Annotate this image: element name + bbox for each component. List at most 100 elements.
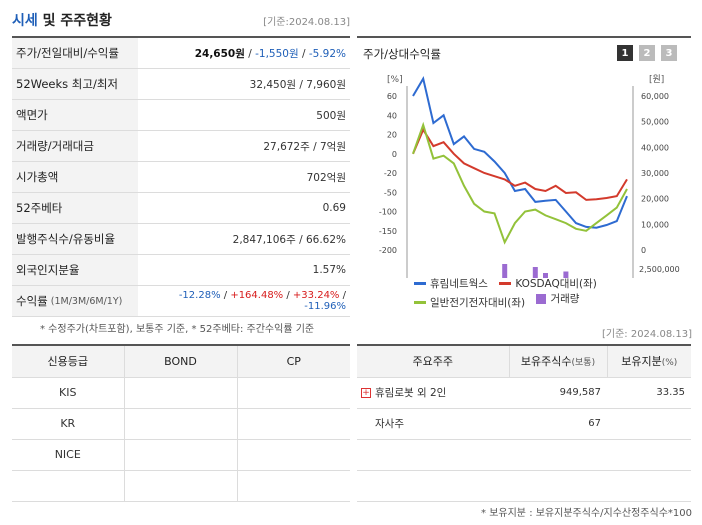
- agency-cell: NICE: [12, 439, 124, 471]
- info-label: 시가총액: [12, 162, 138, 192]
- legend-item[interactable]: 일반전기전자대비(좌): [414, 295, 525, 310]
- legend-swatch: [536, 293, 547, 304]
- legend-swatch: [414, 282, 426, 285]
- holder-name-cell: 자사주: [357, 408, 509, 440]
- col-bond: BOND: [123, 346, 237, 378]
- col-shares-unit: (보통): [571, 358, 596, 369]
- chart-legend: 휴림네트웍스 KOSDAQ대비(좌) 일반전기전자대비(좌) 거래량: [414, 276, 664, 310]
- col-rating: 신용등급: [12, 346, 124, 378]
- left-tick-label: -20: [384, 169, 397, 178]
- right-tick-label: 50,000: [641, 118, 669, 127]
- returns-periods: (1M/3M/6M/1Y): [50, 295, 123, 307]
- agency-cell: KIS: [12, 377, 124, 409]
- left-tick-label: -150: [379, 227, 397, 236]
- info-value: 2,847,106주 / 66.62%: [232, 233, 346, 246]
- legend-item[interactable]: 휴림네트웍스: [414, 276, 488, 291]
- right-tick-label: 30,000: [641, 169, 669, 178]
- price-value: 24,650원: [194, 47, 245, 60]
- info-value: 24,650원 / -1,550원 / -5.92%: [194, 47, 346, 60]
- left-tick-label: -200: [379, 246, 397, 255]
- base-date: [기준:2024.08.13]: [263, 17, 350, 28]
- volume-bar: [502, 264, 508, 278]
- table-row: [12, 470, 350, 502]
- table-row: KIS: [12, 377, 350, 409]
- bond-cell: [123, 470, 237, 502]
- agency-cell: [12, 470, 124, 502]
- left-tick-label: 0: [392, 150, 397, 159]
- holders-footnote: * 보유지분 : 보유지분주식수/지수산정주식수*100: [481, 508, 692, 519]
- info-value: 500원: [316, 109, 346, 122]
- chart-page-3-button[interactable]: 3: [661, 45, 677, 61]
- shares-cell: 67: [509, 408, 607, 440]
- cp-cell: [236, 377, 350, 409]
- table-row: 자사주 67: [357, 408, 691, 440]
- credit-rating-table: 신용등급 BOND CP KIS KR NICE: [12, 344, 350, 502]
- right-tick-label: 40,000: [641, 143, 669, 152]
- return-1y: -11.96%: [304, 301, 346, 312]
- table-row: [357, 439, 691, 471]
- info-value: 27,672주 / 7억원: [263, 140, 346, 153]
- legend-item[interactable]: 거래량: [536, 291, 579, 306]
- info-label: 주가/전일대비/수익률: [12, 38, 138, 68]
- legend-swatch: [499, 282, 512, 285]
- info-label: 외국인지분율: [12, 255, 138, 285]
- col-holder: 주요주주: [357, 346, 509, 378]
- legend-label: 휴림네트웍스: [430, 278, 488, 290]
- major-shareholders-table: 주요주주 보유주식수(보통) 보유지분(%) + 휴림로봇 외 2인 949,58…: [357, 344, 691, 502]
- legend-swatch: [414, 300, 426, 304]
- pct-cell: [607, 439, 691, 471]
- holder-name-cell: [357, 470, 509, 502]
- holder-name-cell: [357, 439, 509, 471]
- pct-cell: [607, 408, 691, 440]
- info-footnote: * 수정주가(차트포함), 보통주 기준, * 52주베타: 주간수익률 기준: [40, 324, 315, 335]
- chart-title: 주가/상대수익률: [363, 47, 441, 61]
- col-pct: 보유지분(%): [606, 346, 691, 378]
- right-tick-label: 20,000: [641, 195, 669, 204]
- right-tick-label: 60,000: [641, 92, 669, 101]
- bond-cell: [123, 408, 237, 440]
- col-cp: CP: [236, 346, 350, 378]
- title-accent: 시세: [12, 13, 38, 29]
- col-shares: 보유주식수(보통): [508, 346, 607, 378]
- info-row: 52주베타 0.69: [12, 193, 350, 224]
- series-line-0: [412, 76, 628, 229]
- right-tick-label: 10,000: [641, 220, 669, 229]
- info-value: 702억원: [306, 171, 346, 184]
- info-row: 발행주식수/유동비율 2,847,106주 / 66.62%: [12, 224, 350, 255]
- info-row-returns: 수익률 (1M/3M/6M/1Y) -12.28% / +164.48% / +3…: [12, 286, 350, 317]
- chart-page-2-button[interactable]: 2: [639, 45, 655, 61]
- left-tick-label: -100: [379, 208, 397, 217]
- col-shares-label: 보유주식수: [520, 355, 572, 369]
- rate-value: -5.92%: [308, 47, 346, 60]
- info-value: 32,450원 / 7,960원: [249, 78, 346, 91]
- info-value: 1.57%: [312, 264, 346, 276]
- info-label: 거래량/거래대금: [12, 131, 138, 161]
- holder-name: 휴림로봇 외 2인: [375, 387, 447, 399]
- info-row: 거래량/거래대금 27,672주 / 7억원: [12, 131, 350, 162]
- info-row: 액면가 500원: [12, 100, 350, 131]
- table-row: KR: [12, 408, 350, 440]
- returns-label: 수익률: [16, 294, 48, 308]
- return-3m: +164.48%: [230, 290, 284, 301]
- holders-base-date: [기준: 2024.08.13]: [601, 329, 692, 340]
- chart-panel: 주가/상대수익률 1 2 3 [%] [원] 60 40 20 0 -20 -50 -100 -1…: [357, 36, 691, 311]
- info-row: 52Weeks 최고/최저 32,450원 / 7,960원: [12, 69, 350, 100]
- info-label: 52주베타: [12, 193, 138, 223]
- cp-cell: [236, 470, 350, 502]
- section-header: 시세 및 주주현황 [기준:2024.08.13]: [12, 8, 350, 32]
- pct-cell: [607, 470, 691, 502]
- change-value: -1,550원: [255, 47, 299, 60]
- chart-pager: 1 2 3: [617, 45, 677, 61]
- cp-cell: [236, 439, 350, 471]
- expand-icon[interactable]: +: [361, 388, 371, 398]
- series-line-2: [412, 121, 628, 245]
- legend-item[interactable]: KOSDAQ대비(좌): [499, 276, 597, 291]
- bond-cell: [123, 439, 237, 471]
- left-tick-label: 20: [387, 131, 397, 140]
- table-row: [357, 470, 691, 502]
- chart-page-1-button[interactable]: 1: [617, 45, 633, 61]
- info-row: 시가총액 702억원: [12, 162, 350, 193]
- return-6m: +33.24%: [292, 290, 340, 301]
- volume-tick-label: 2,500,000: [639, 265, 680, 274]
- col-pct-label: 보유지분: [621, 355, 662, 369]
